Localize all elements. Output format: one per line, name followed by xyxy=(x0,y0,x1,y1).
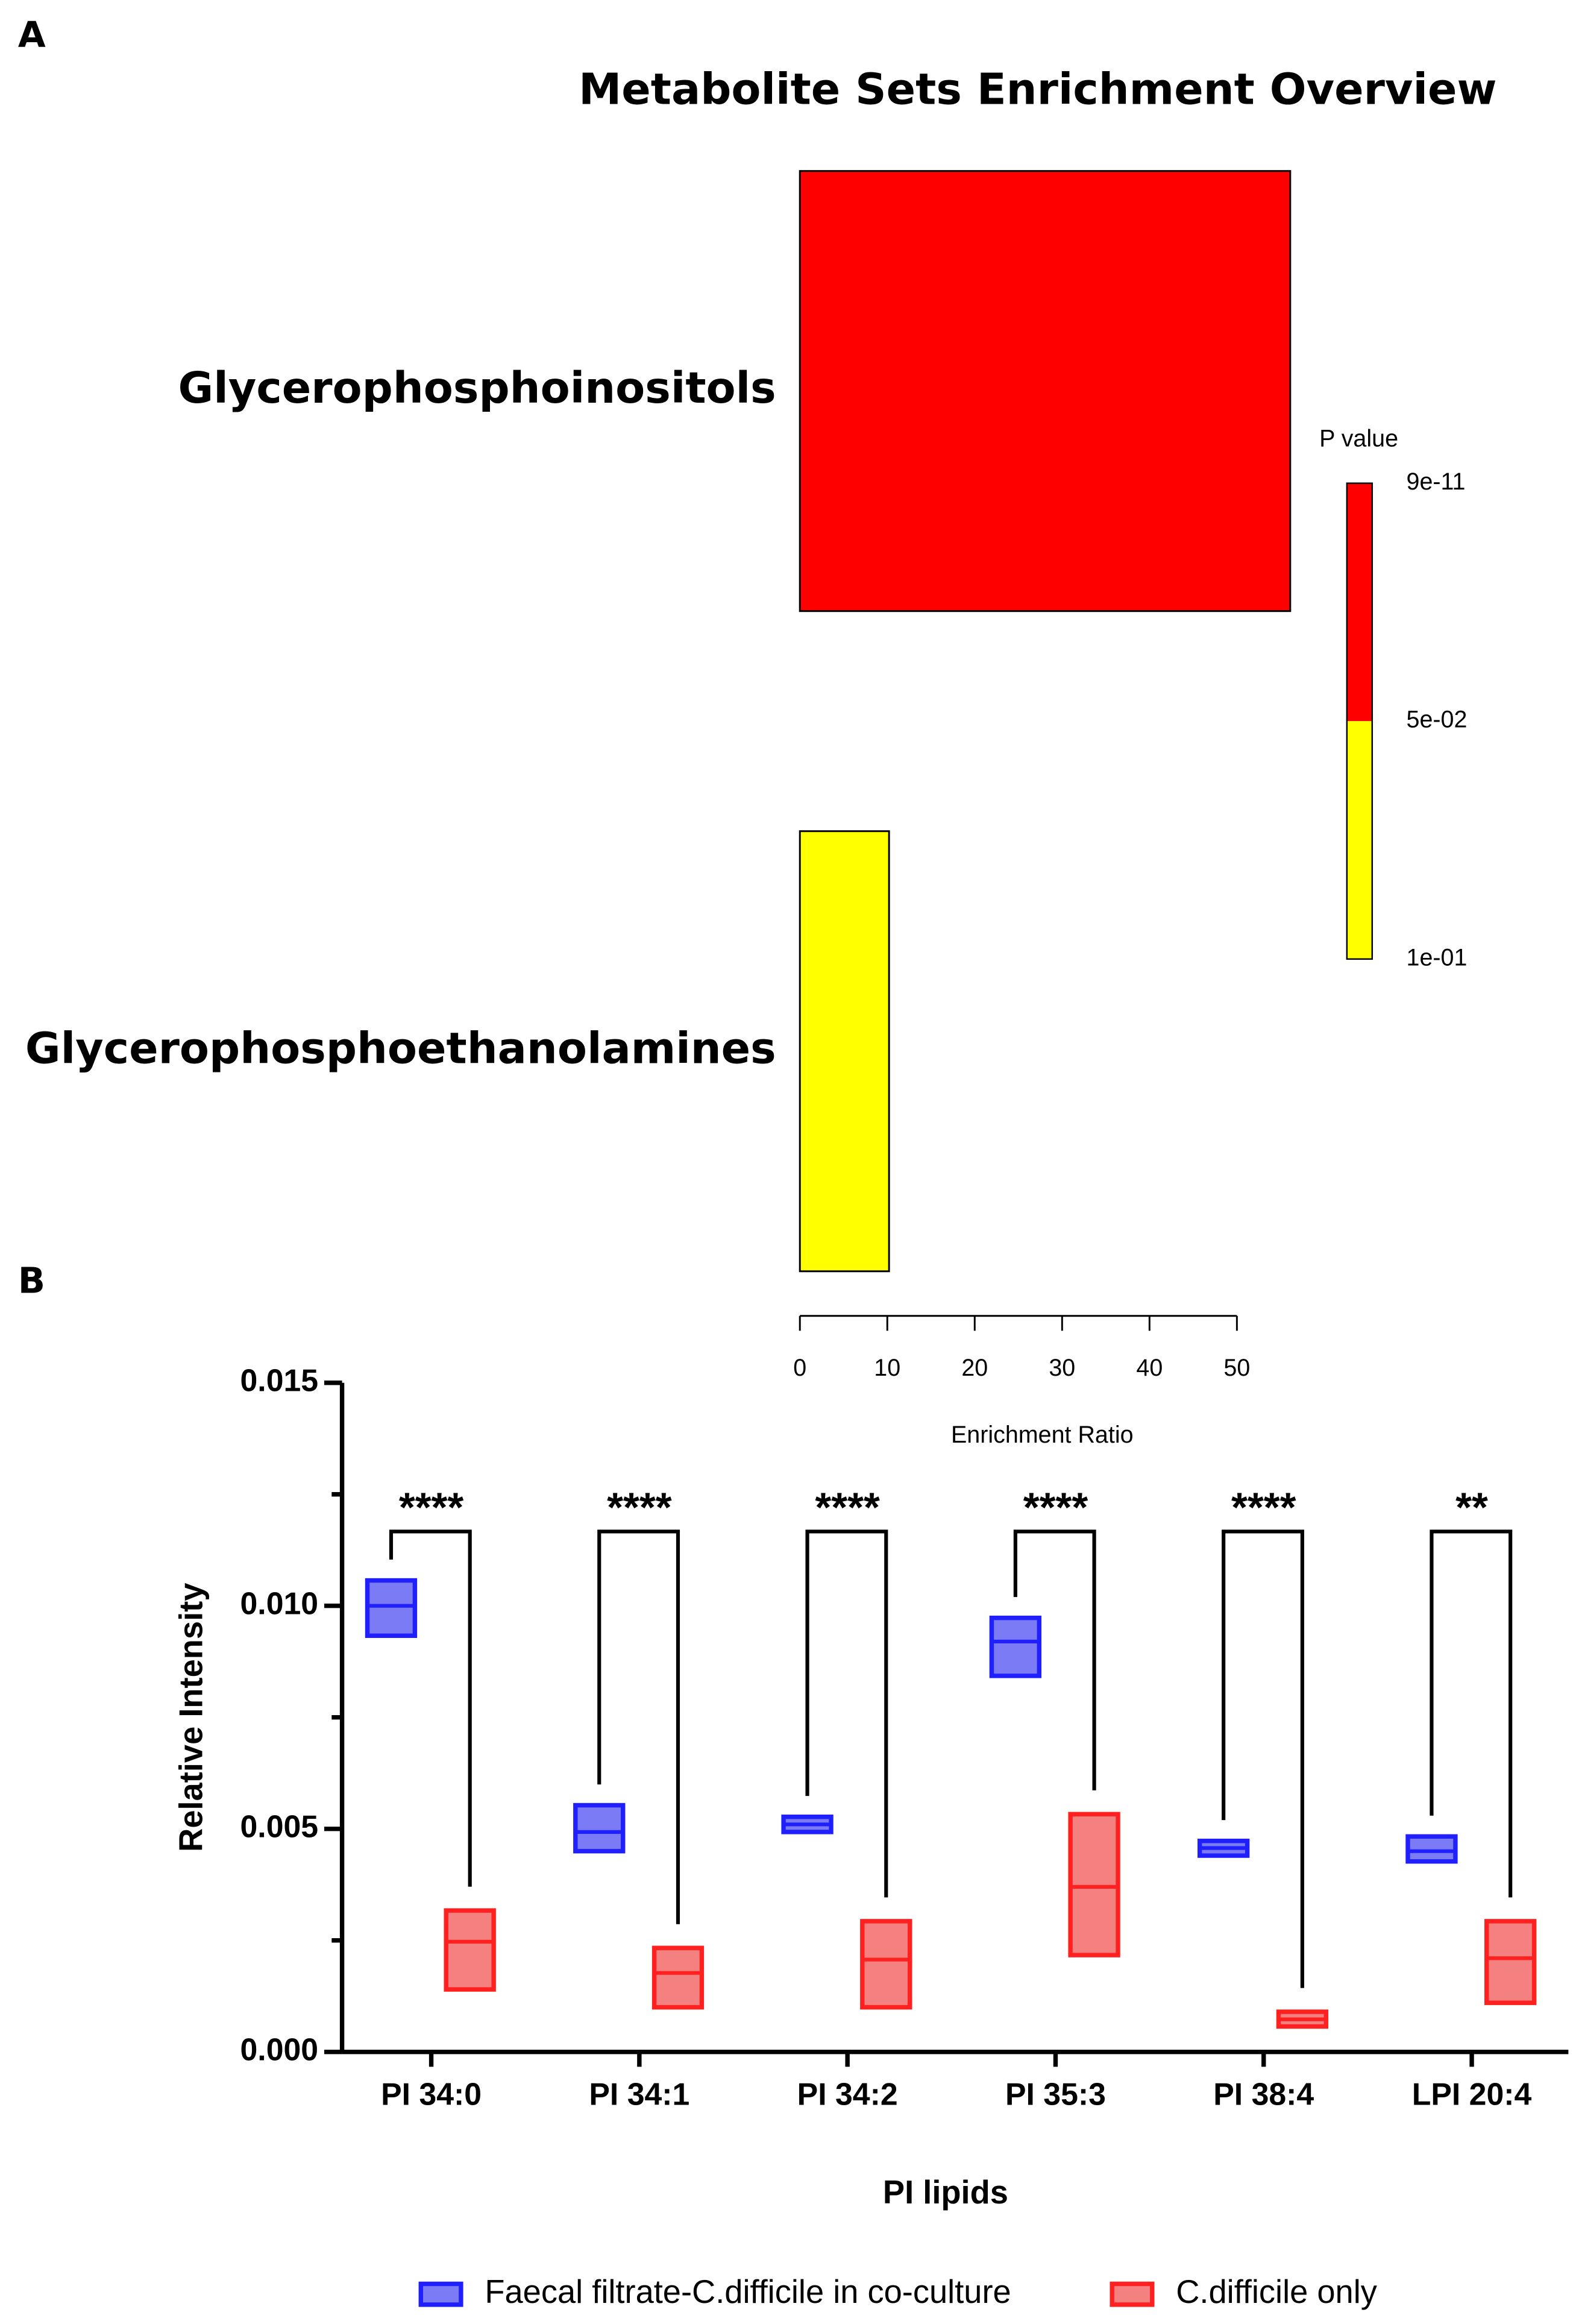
y-axis-label: Relative Intensity xyxy=(173,1583,209,1852)
panel-label: B xyxy=(18,1260,45,1302)
significance-bracket xyxy=(1222,1529,1304,1988)
range-bar xyxy=(1484,1919,1537,2005)
significance-bracket xyxy=(1013,1529,1096,1790)
range-bar xyxy=(860,1919,912,2010)
bar xyxy=(799,830,890,1273)
category-label: Glycerophosphoinositols xyxy=(178,363,776,413)
y-tick-label: 0.005 xyxy=(240,1809,319,1844)
panel-label: A xyxy=(18,14,46,55)
significance-label: **** xyxy=(399,1484,464,1531)
colorbar-segment xyxy=(1346,483,1372,722)
significance-bracket xyxy=(389,1529,472,1887)
colorbar-frame xyxy=(1346,482,1374,960)
x-tick-label: PI 34:2 xyxy=(797,2076,898,2111)
range-bar xyxy=(989,1616,1042,1678)
range-bar xyxy=(573,1803,626,1854)
range-bar xyxy=(444,1908,496,1992)
range-bar xyxy=(1068,1812,1120,1957)
legend-label: C.difficile only xyxy=(1176,2274,1378,2310)
x-tick-label: 40 xyxy=(1136,1355,1163,1381)
x-tick-label: 20 xyxy=(961,1355,988,1381)
x-tick-label: 50 xyxy=(1223,1355,1250,1381)
colorbar-title: P value xyxy=(1319,425,1398,452)
x-tick-label: PI 34:0 xyxy=(381,2076,482,2111)
significance-label: **** xyxy=(1231,1484,1296,1531)
x-axis-label: Enrichment Ratio xyxy=(951,1422,1134,1448)
significance-label: **** xyxy=(607,1484,672,1531)
x-axis-label: PI lipids xyxy=(883,2174,1008,2211)
x-tick-label: PI 35:3 xyxy=(1005,2076,1106,2111)
legend-swatch xyxy=(1110,2281,1155,2307)
significance-label: ** xyxy=(1455,1484,1488,1531)
x-tick-label: LPI 20:4 xyxy=(1412,2076,1532,2111)
y-tick-label: 0.000 xyxy=(240,2032,319,2067)
significance-bracket xyxy=(805,1529,888,1898)
significance-label: **** xyxy=(815,1484,880,1531)
x-tick-label: 30 xyxy=(1049,1355,1075,1381)
significance-bracket xyxy=(1430,1529,1513,1898)
bar xyxy=(799,170,1292,612)
significance-bracket xyxy=(597,1529,680,1924)
colorbar-label: 9e-11 xyxy=(1407,468,1466,495)
legend-label: Faecal filtrate-C.difficile in co-cultur… xyxy=(485,2274,1011,2310)
x-tick-label: PI 34:1 xyxy=(589,2076,689,2111)
x-tick-label: 0 xyxy=(793,1355,806,1381)
x-tick-label: PI 38:4 xyxy=(1213,2076,1314,2111)
colorbar-label: 5e-02 xyxy=(1407,707,1468,733)
x-tick-label: 10 xyxy=(874,1355,900,1381)
colorbar-segment xyxy=(1346,721,1372,959)
category-label: Glycerophosphoethanolamines xyxy=(25,1023,776,1073)
range-bar xyxy=(1405,1834,1458,1864)
range-bar xyxy=(651,1945,705,2010)
legend-swatch xyxy=(418,2281,463,2307)
y-tick-label: 0.015 xyxy=(240,1362,319,1397)
colorbar-label: 1e-01 xyxy=(1407,944,1468,971)
significance-label: **** xyxy=(1023,1484,1088,1531)
y-tick-label: 0.010 xyxy=(240,1586,319,1620)
range-bar xyxy=(365,1578,418,1638)
chart-title: Metabolite Sets Enrichment Overview xyxy=(579,64,1496,114)
